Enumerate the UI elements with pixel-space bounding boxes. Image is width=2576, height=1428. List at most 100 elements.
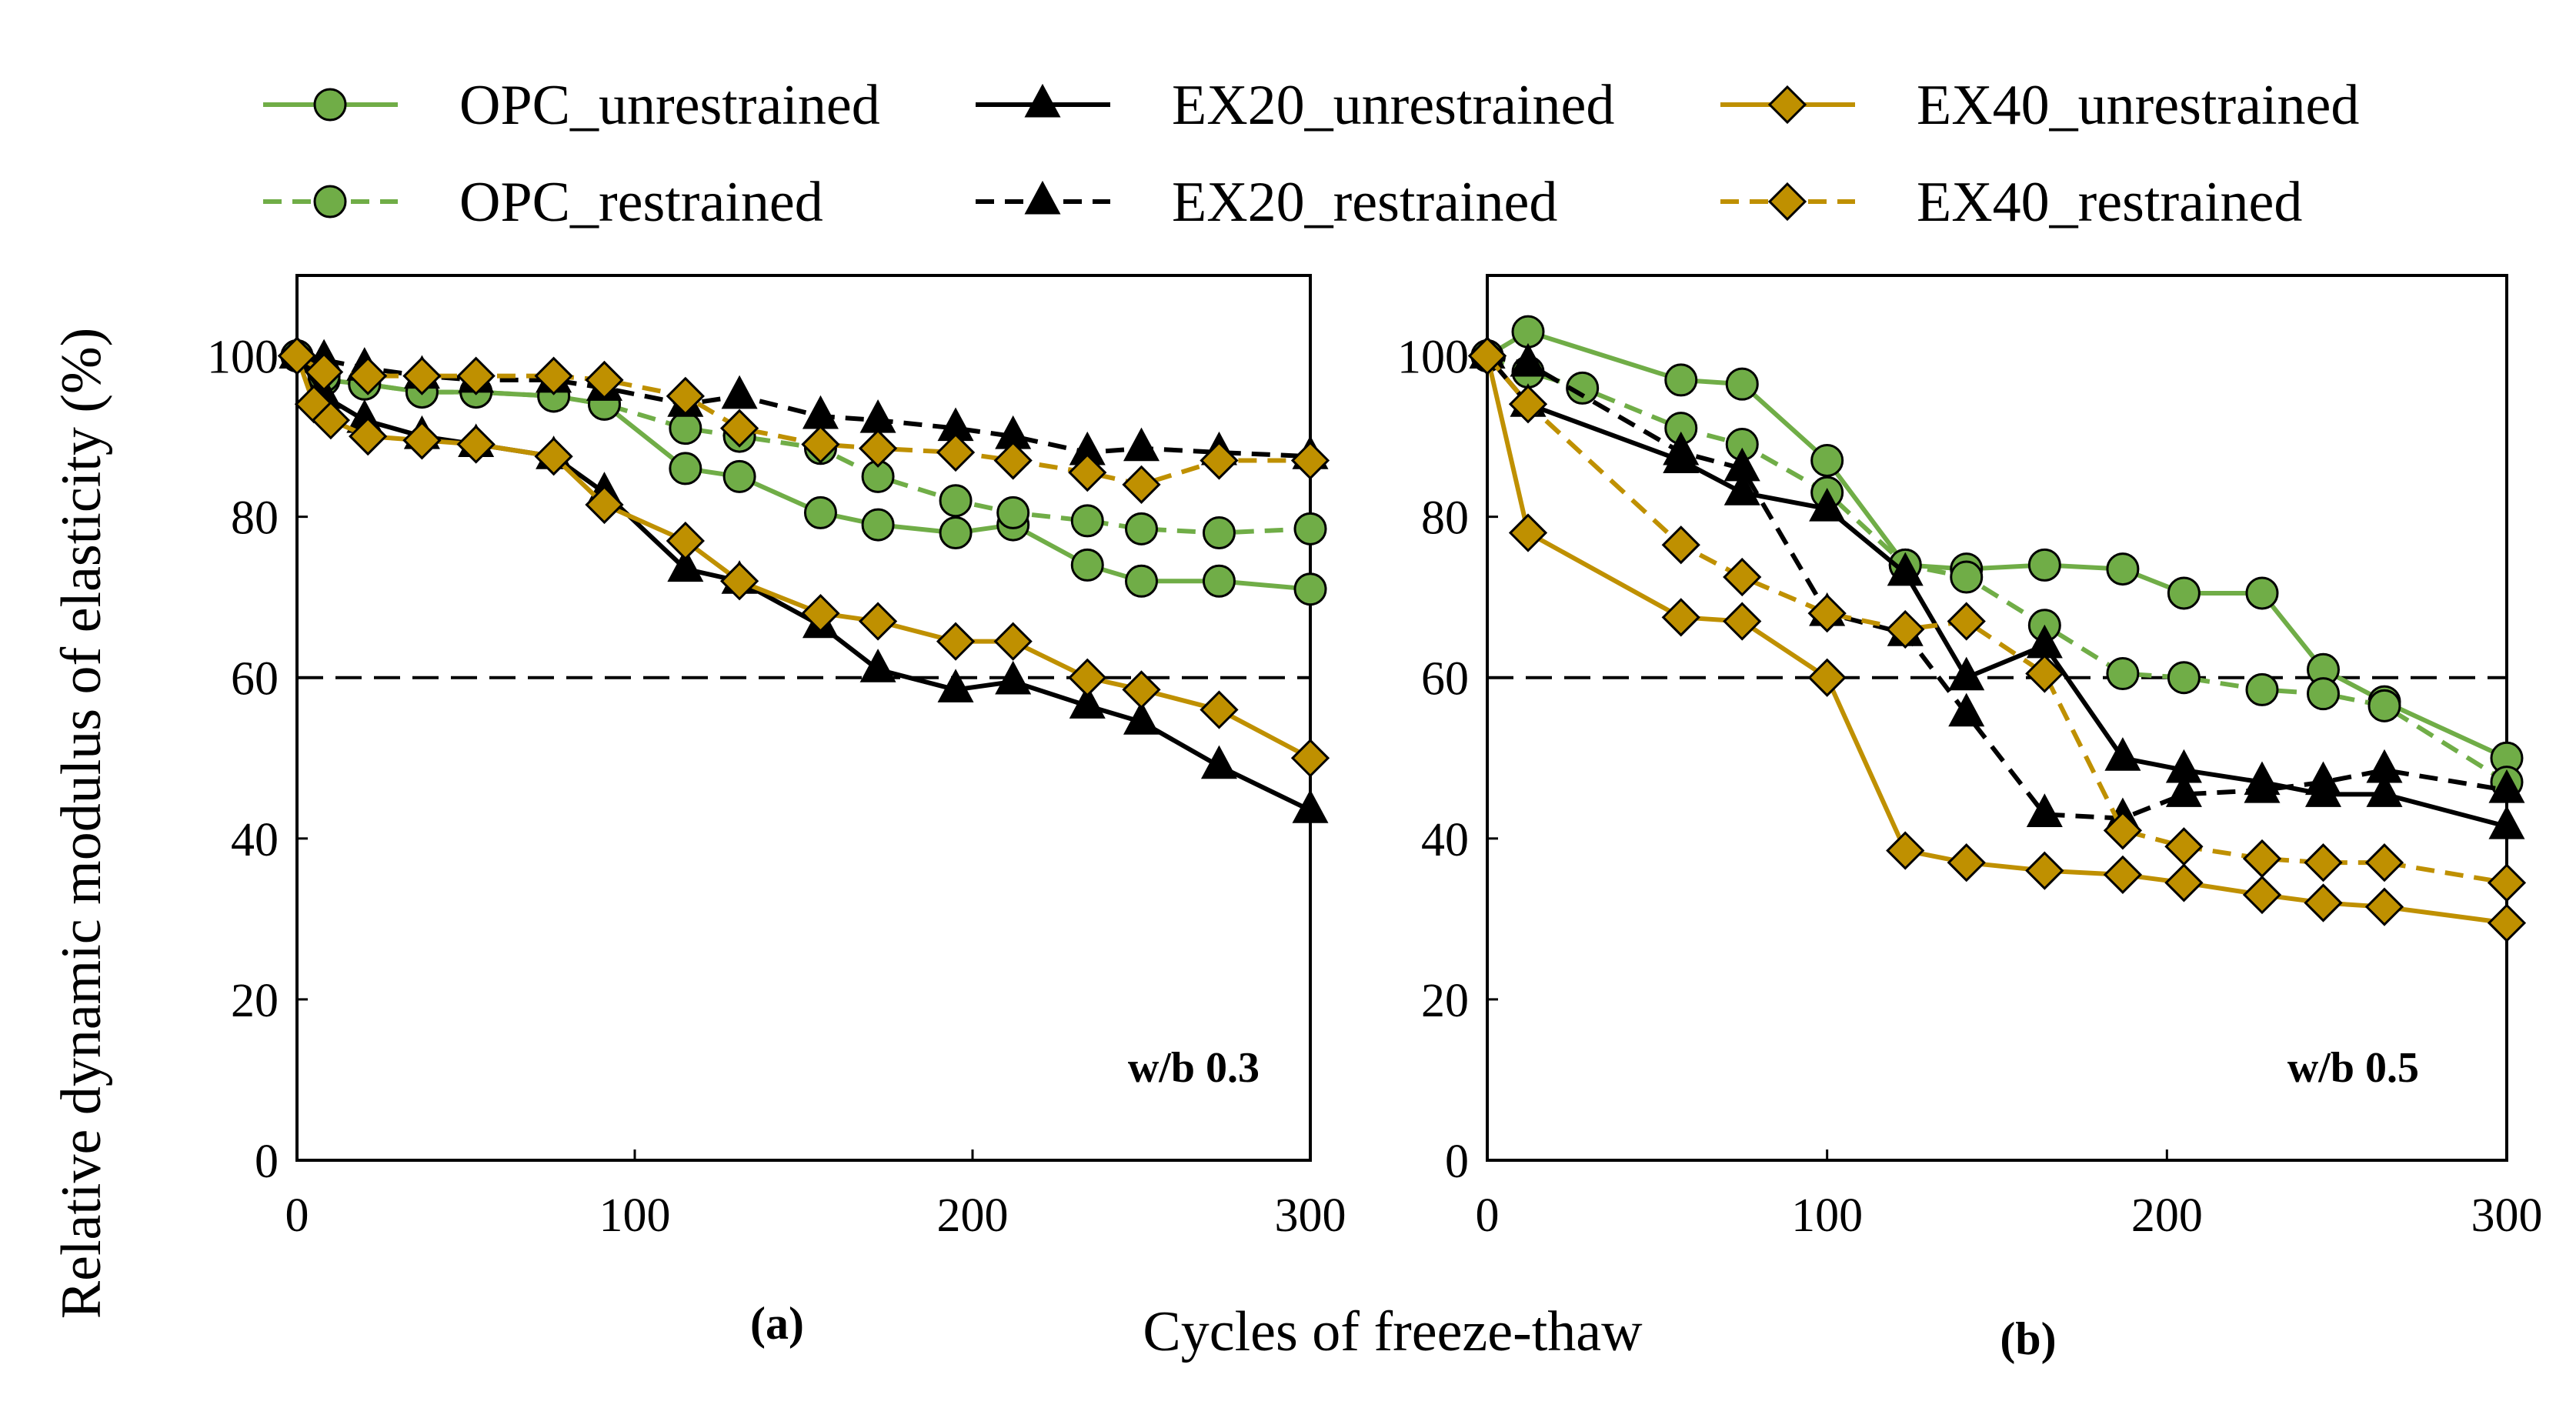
legend-item-opc-restrained: OPC_restrained (263, 171, 823, 234)
data-point (1202, 516, 1236, 550)
series-ex40-restrained (277, 336, 1330, 504)
legend-item-ex40-restrained: EX40_restrained (1720, 171, 2302, 234)
series-ex20-restrained (1469, 335, 2525, 832)
data-point (2304, 761, 2342, 796)
data-point (1511, 315, 1545, 349)
data-point (1125, 512, 1158, 546)
data-point (1807, 593, 1847, 633)
data-point (1070, 548, 1104, 582)
legend-marker (1024, 83, 1061, 118)
data-point (858, 602, 898, 641)
data-point (859, 399, 896, 433)
data-point (859, 649, 896, 682)
data-point (1947, 602, 1986, 641)
data-point (1947, 843, 1986, 882)
y-axis-label: Relative dynamic modulus of elasticity (… (50, 328, 113, 1320)
data-point (2245, 576, 2279, 610)
data-point (2364, 843, 2404, 882)
data-point (719, 409, 759, 448)
legend-item-opc-unrestrained: OPC_unrestrained (263, 74, 880, 137)
data-point (1948, 692, 1985, 727)
series-line (1486, 329, 2508, 760)
legend-label: OPC_restrained (459, 171, 823, 234)
legend-item-ex20-restrained: EX20_restrained (976, 171, 1557, 234)
data-point (1950, 560, 1984, 594)
legend-label: EX20_restrained (1172, 171, 1557, 234)
data-point (1068, 453, 1107, 492)
data-point (2487, 863, 2527, 903)
data-point (349, 356, 388, 395)
series-opc-unrestrained (280, 339, 1327, 606)
legend-item-ex40-unrestrained: EX40_unrestrained (1720, 74, 2359, 137)
data-point (1122, 670, 1161, 709)
data-point (1886, 831, 1925, 870)
data-point (1293, 512, 1327, 546)
data-point (1200, 690, 1239, 729)
legend-marker (313, 88, 347, 122)
legend-marker (1024, 180, 1061, 215)
x-axis-label: Cycles of freeze-thaw (1143, 1300, 1643, 1363)
y-tick-label: 0 (255, 1136, 279, 1188)
data-point (861, 508, 895, 542)
data-point (801, 593, 840, 633)
data-point (2364, 887, 2404, 926)
panel-a: 0 20 40 60 80 100 0 100 200 300 (a) w/b 0.3 (207, 274, 1346, 1349)
panel-b: 0 20 40 60 80 100 0 100 200 300 (b) w/b 0.5 (1397, 274, 2543, 1364)
data-point (2366, 749, 2403, 783)
x-tick-label: 0 (285, 1189, 309, 1242)
series-ex40-unrestrained (1467, 336, 2527, 943)
x-tick-label: 0 (1476, 1189, 1500, 1242)
panel-note: w/b 0.5 (2287, 1044, 2419, 1092)
y-tick-label: 80 (1421, 492, 1469, 545)
data-point (2244, 769, 2281, 803)
legend-label: EX20_unrestrained (1172, 74, 1614, 137)
y-tick-label: 100 (207, 332, 279, 384)
data-point (402, 356, 442, 395)
legend-label: EX40_unrestrained (1917, 74, 2359, 137)
data-point (1123, 427, 1160, 462)
data-point (1807, 658, 1847, 697)
data-point (1508, 385, 1548, 424)
data-point (534, 356, 573, 395)
data-point (1200, 441, 1239, 480)
legend-label: OPC_unrestrained (459, 74, 880, 137)
data-point (939, 516, 973, 550)
plot-frame (295, 274, 1312, 1162)
y-tick-label: 80 (231, 492, 279, 545)
data-point (1125, 564, 1158, 598)
legend: OPC_unrestrained EX20_unrestrained EX40_un… (263, 74, 2359, 234)
data-point (585, 485, 624, 525)
data-point (1664, 363, 1698, 397)
data-point (993, 622, 1033, 661)
data-point (1068, 658, 1107, 697)
data-point (1810, 443, 1844, 477)
data-point (667, 548, 704, 582)
data-point (1886, 609, 1925, 649)
data-point (993, 441, 1033, 480)
data-point (1510, 342, 1547, 377)
y-tick-label: 20 (231, 975, 279, 1027)
data-point (1070, 504, 1104, 538)
data-point (402, 421, 442, 460)
series-ex40-restrained (1467, 336, 2527, 903)
data-point (2487, 903, 2527, 943)
data-point (1723, 472, 1760, 505)
data-point (2242, 875, 2282, 915)
data-point (936, 622, 976, 661)
data-point (1661, 598, 1700, 637)
data-point (801, 425, 840, 464)
data-point (996, 495, 1030, 529)
legend-marker (313, 185, 347, 219)
data-point (936, 432, 976, 472)
panel-note: w/b 0.3 (1128, 1044, 1260, 1092)
data-point (858, 429, 898, 468)
data-point (2307, 677, 2340, 711)
series-line (295, 355, 1312, 760)
data-point (534, 437, 573, 476)
data-point (2165, 773, 2202, 807)
data-point (1663, 431, 1700, 465)
x-tick-label: 100 (1791, 1189, 1863, 1242)
data-point (1887, 552, 1924, 586)
panel-label: (b) (2000, 1313, 2056, 1364)
legend-marker (1767, 85, 1807, 125)
